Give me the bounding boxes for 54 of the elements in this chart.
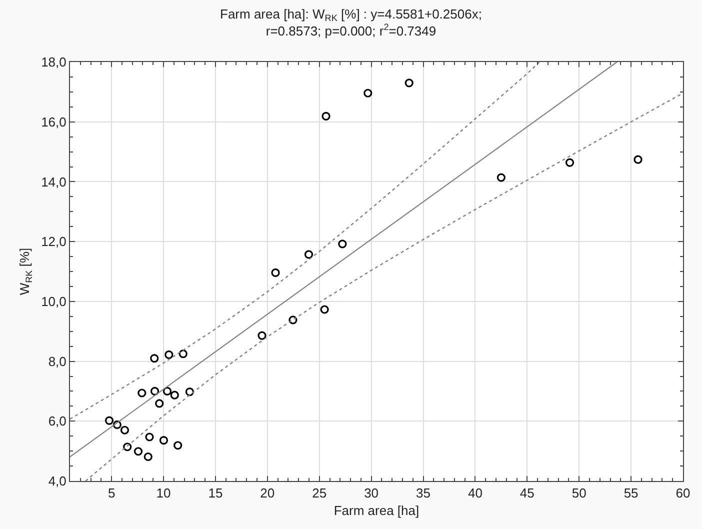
x-tick-label: 30 bbox=[364, 486, 379, 501]
point bbox=[112, 420, 122, 430]
x-tick-label: 60 bbox=[676, 486, 690, 501]
point bbox=[565, 158, 574, 167]
point bbox=[634, 155, 642, 164]
y-tick-label: 8,0 bbox=[48, 354, 66, 369]
y-tick-label: 6,0 bbox=[48, 414, 66, 429]
point bbox=[258, 331, 266, 340]
x-tick-label: 35 bbox=[416, 486, 430, 501]
point bbox=[174, 441, 182, 450]
x-tick-label: 40 bbox=[468, 486, 482, 501]
y-tick-label: 16,0 bbox=[41, 114, 66, 130]
point bbox=[322, 112, 330, 120]
point bbox=[304, 250, 314, 259]
y-tick-label: 10,0 bbox=[41, 294, 66, 309]
point bbox=[144, 452, 152, 462]
y-tick-label: 18,0 bbox=[41, 54, 66, 70]
y-tick-label: 14,0 bbox=[41, 174, 66, 190]
point bbox=[134, 447, 143, 456]
point bbox=[123, 442, 132, 452]
point bbox=[320, 305, 329, 314]
point bbox=[404, 78, 414, 88]
x-tick-label: 45 bbox=[520, 486, 534, 501]
point bbox=[162, 386, 172, 396]
line-series bbox=[70, 62, 540, 420]
y-tick-label: 12,0 bbox=[41, 234, 66, 250]
y-tick-label: 4,0 bbox=[48, 474, 66, 489]
x-tick-label: 25 bbox=[312, 486, 327, 501]
x-tick-label: 55 bbox=[624, 486, 638, 501]
point bbox=[120, 426, 130, 434]
x-tick-label: 10 bbox=[156, 486, 171, 501]
point bbox=[145, 432, 154, 442]
line-series bbox=[84, 92, 683, 481]
point bbox=[150, 354, 159, 363]
point bbox=[150, 386, 160, 396]
point bbox=[159, 436, 168, 445]
point bbox=[164, 350, 174, 359]
point bbox=[364, 88, 372, 98]
point bbox=[104, 416, 114, 425]
point bbox=[170, 390, 179, 400]
x-tick-label: 50 bbox=[572, 486, 586, 501]
x-tick-label: 5 bbox=[108, 486, 116, 501]
point bbox=[155, 399, 164, 408]
x-tick-label: 15 bbox=[208, 486, 223, 501]
point bbox=[185, 388, 194, 396]
point bbox=[271, 268, 280, 277]
x-tick-label: 20 bbox=[260, 486, 275, 501]
point bbox=[288, 316, 298, 324]
point bbox=[138, 388, 146, 398]
point bbox=[496, 173, 506, 182]
chart-title: Farm area [ha]: W$_{RK}$ [%] : y=4.5581+0.2506x; r=0.8573; p=0.000; r$^{2}$=0.7349 bbox=[220, 6, 482, 38]
point bbox=[178, 350, 188, 358]
x-axis-title: Farm area [ha] bbox=[334, 503, 420, 518]
point bbox=[338, 240, 347, 248]
